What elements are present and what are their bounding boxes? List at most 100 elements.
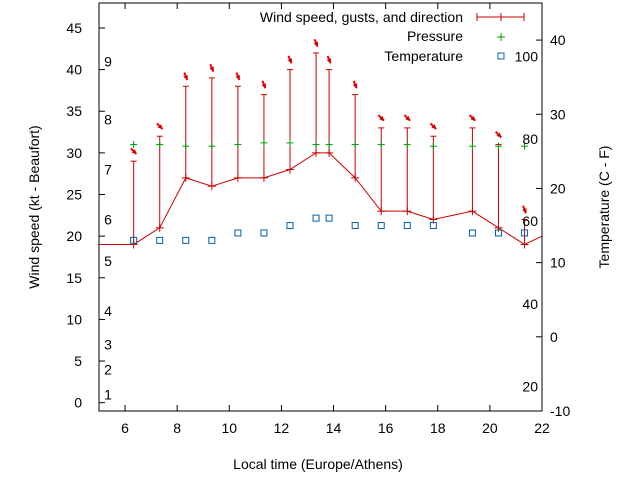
arrow-head bbox=[287, 58, 293, 64]
temperature-point bbox=[468, 229, 476, 237]
wind-direction-arrow bbox=[313, 38, 319, 48]
wind-direction-arrow bbox=[522, 205, 527, 214]
temperature-point bbox=[260, 229, 268, 237]
beaufort-label: 6 bbox=[104, 211, 112, 227]
temperature-point bbox=[234, 229, 242, 237]
temperature-point bbox=[377, 222, 385, 230]
arrow-head bbox=[157, 124, 163, 130]
y-tick-label: 20 bbox=[66, 228, 82, 244]
wind-direction-arrow bbox=[429, 122, 437, 130]
arrow-head bbox=[522, 208, 527, 214]
fahrenheit-label: 20 bbox=[522, 379, 538, 395]
y-tick-label: 5 bbox=[74, 353, 82, 369]
wind-speed-line bbox=[99, 152, 543, 246]
x-tick-label: 20 bbox=[482, 420, 498, 436]
arrow-head bbox=[496, 132, 502, 138]
wind-direction-arrow bbox=[156, 122, 164, 130]
temperature-point bbox=[156, 236, 164, 244]
y-tick-label: 10 bbox=[66, 311, 82, 327]
x-tick-label: 18 bbox=[430, 420, 446, 436]
x-tick-label: 8 bbox=[173, 420, 181, 436]
y-tick-label: 15 bbox=[66, 270, 82, 286]
legend-label-pressure: Pressure bbox=[407, 28, 463, 44]
series-layer bbox=[99, 38, 543, 249]
y2-tick-label: -10 bbox=[550, 403, 570, 419]
arrow-head bbox=[405, 115, 411, 121]
beaufort-label: 7 bbox=[104, 162, 112, 178]
temperature-point bbox=[286, 222, 294, 230]
temperature-point bbox=[130, 236, 138, 244]
wind-direction-arrow bbox=[326, 55, 332, 64]
y2-tick-label: 40 bbox=[550, 32, 566, 48]
fahrenheit-label: 80 bbox=[522, 131, 538, 147]
beaufort-label: 2 bbox=[104, 361, 112, 377]
x-tick-label: 14 bbox=[326, 420, 342, 436]
wind-direction-arrow bbox=[377, 114, 385, 122]
arrow-head bbox=[313, 41, 319, 47]
wind-direction-arrow bbox=[403, 114, 411, 122]
legend-swatch-temperature bbox=[497, 52, 505, 60]
y2-tick-label: 10 bbox=[550, 255, 566, 271]
x-axis-title: Local time (Europe/Athens) bbox=[233, 456, 403, 472]
y-tick-label: 0 bbox=[74, 395, 82, 411]
wind-direction-arrow bbox=[235, 72, 241, 81]
beaufort-label: 1 bbox=[104, 386, 112, 402]
wind-direction-arrow bbox=[183, 72, 189, 81]
y-tick-label: 25 bbox=[66, 187, 82, 203]
wind-direction-arrow bbox=[352, 80, 358, 89]
x-tick-label: 12 bbox=[274, 420, 290, 436]
beaufort-label: 5 bbox=[104, 253, 112, 269]
temperature-point bbox=[312, 214, 320, 222]
arrow-head bbox=[261, 83, 267, 89]
beaufort-label: 4 bbox=[104, 303, 112, 319]
fahrenheit-label: 60 bbox=[522, 213, 538, 229]
legend-label-temperature: Temperature bbox=[384, 48, 463, 64]
temperature-point bbox=[403, 222, 411, 230]
arrow-head bbox=[131, 149, 137, 155]
wind-direction-arrow bbox=[287, 55, 293, 64]
beaufort-label: 8 bbox=[104, 112, 112, 128]
y2-tick-label: 20 bbox=[550, 180, 566, 196]
arrow-head bbox=[352, 83, 358, 89]
arrow-head bbox=[326, 58, 332, 64]
x-tick-label: 10 bbox=[222, 420, 238, 436]
legend-label-wind: Wind speed, gusts, and direction bbox=[260, 9, 463, 25]
legend-swatch-wind bbox=[476, 13, 525, 21]
y-axis-title: Wind speed (kt - Beaufort) bbox=[26, 125, 42, 288]
y2-tick-label: 0 bbox=[550, 329, 558, 345]
y-tick-label: 35 bbox=[66, 103, 82, 119]
temperature-point bbox=[351, 222, 359, 230]
arrow-head bbox=[470, 115, 476, 121]
axes: 6 8 10 12 14 16 18 20 22051015202530354045-10010… bbox=[66, 3, 570, 436]
y2-axis-title: Temperature (C - F) bbox=[596, 146, 612, 269]
arrow-head bbox=[379, 115, 385, 121]
fahrenheit-label: 40 bbox=[522, 296, 538, 312]
temperature-point bbox=[521, 229, 529, 237]
x-tick-label: 16 bbox=[378, 420, 394, 436]
wind-direction-arrow bbox=[261, 80, 267, 89]
wind-direction-arrow bbox=[494, 131, 503, 139]
temperature-point bbox=[494, 229, 502, 237]
arrow-head bbox=[183, 74, 188, 80]
y2-tick-label: 30 bbox=[550, 106, 566, 122]
temperature-point bbox=[208, 236, 216, 244]
y-tick-label: 40 bbox=[66, 62, 82, 78]
arrow-head bbox=[431, 124, 437, 130]
y-tick-label: 30 bbox=[66, 145, 82, 161]
arrow-head bbox=[209, 66, 214, 72]
plot-frame bbox=[98, 2, 543, 412]
beaufort-label: 3 bbox=[104, 336, 112, 352]
temperature-point bbox=[182, 236, 190, 244]
wind-direction-arrow bbox=[130, 147, 138, 155]
y-tick-label: 45 bbox=[66, 20, 82, 36]
fahrenheit-label: 100 bbox=[515, 48, 539, 64]
wind-direction-arrow bbox=[209, 63, 215, 73]
temperature-point bbox=[325, 214, 333, 222]
legend: Wind speed, gusts, and direction Pressur… bbox=[260, 9, 525, 64]
x-tick-label: 22 bbox=[534, 420, 550, 436]
beaufort-label: 9 bbox=[104, 53, 112, 69]
arrow-head bbox=[235, 74, 240, 80]
wind-direction-arrow bbox=[468, 114, 476, 122]
temperature-point bbox=[429, 222, 437, 230]
